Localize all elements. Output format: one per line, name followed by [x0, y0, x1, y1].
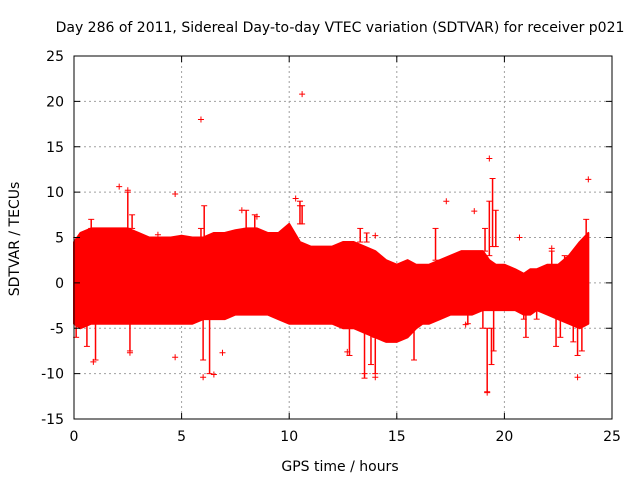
data-point	[548, 245, 555, 252]
y-tick-label: -5	[50, 321, 64, 337]
data-point	[516, 234, 523, 241]
data-band	[73, 222, 590, 343]
y-tick-label: 25	[46, 49, 64, 65]
data-point	[486, 155, 493, 162]
x-tick-label: 20	[495, 429, 513, 445]
data-point	[484, 389, 491, 396]
data-point	[172, 190, 179, 197]
axis-ticks: 0 5 10 15 20 25 -15 -10 -5 0 5 10 15 20 25	[41, 49, 621, 445]
data-point	[90, 358, 97, 365]
data-point	[124, 187, 131, 194]
data-point	[172, 354, 179, 361]
data-point	[116, 183, 123, 190]
data-point	[126, 349, 133, 356]
data-point	[200, 374, 207, 381]
data-point	[197, 116, 204, 123]
data-point	[361, 370, 368, 377]
x-tick-label: 15	[388, 429, 406, 445]
data-point	[210, 371, 217, 378]
data-point	[292, 195, 299, 202]
chart-title: Day 286 of 2011, Sidereal Day-to-day VTE…	[56, 20, 625, 36]
y-tick-label: -10	[41, 367, 64, 383]
x-tick-label: 10	[280, 429, 298, 445]
y-tick-label: -15	[41, 412, 64, 428]
data-point	[471, 208, 478, 215]
y-tick-label: 5	[55, 231, 64, 247]
data-point	[344, 348, 351, 355]
y-tick-label: 15	[46, 140, 64, 156]
data-series	[73, 222, 590, 343]
data-point	[372, 374, 379, 381]
data-point	[443, 198, 450, 205]
data-point	[299, 91, 306, 98]
y-tick-label: 20	[46, 94, 64, 110]
data-point	[154, 231, 161, 238]
data-point	[462, 321, 469, 328]
x-tick-label: 25	[603, 429, 621, 445]
y-tick-label: 10	[46, 185, 64, 201]
data-point	[238, 207, 245, 214]
data-point	[585, 176, 592, 183]
spike-series	[73, 178, 590, 393]
data-point	[372, 232, 379, 239]
data-point	[296, 202, 303, 209]
x-tick-label: 0	[70, 429, 79, 445]
y-axis-label: SDTVAR / TECUs	[7, 182, 23, 297]
data-point	[253, 213, 260, 220]
outlier-series	[90, 91, 592, 396]
x-tick-label: 5	[177, 429, 186, 445]
x-axis-label: GPS time / hours	[281, 459, 398, 475]
data-point	[219, 349, 226, 356]
y-tick-label: 0	[55, 276, 64, 292]
data-point	[574, 374, 581, 381]
